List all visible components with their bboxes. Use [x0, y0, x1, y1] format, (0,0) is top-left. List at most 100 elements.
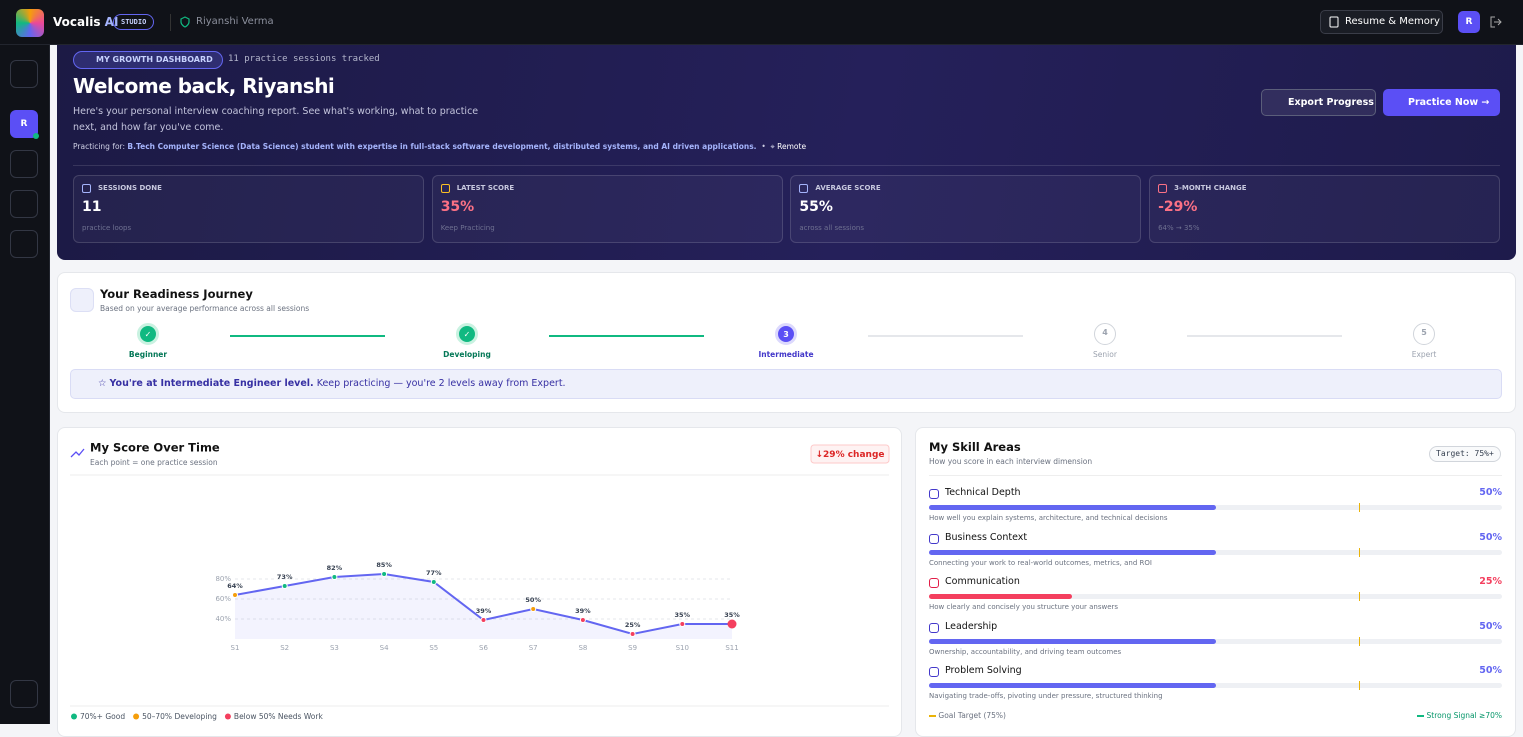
stat-card — [431, 175, 783, 243]
skill-icon — [929, 489, 939, 499]
step-label: Senior — [1093, 350, 1117, 359]
score-card — [57, 427, 902, 737]
skill-value: 25% — [1479, 576, 1502, 587]
step-connector — [230, 335, 385, 337]
resume-button[interactable]: Resume & Memory — [1320, 10, 1443, 34]
skill-name: Problem Solving — [945, 665, 1022, 676]
stat-note: across all sessions — [799, 224, 865, 232]
skill-icon — [929, 578, 939, 588]
avatar[interactable]: R — [1458, 11, 1480, 33]
skill-icon — [929, 667, 939, 677]
value-label: 39% — [575, 607, 591, 615]
skill-bar — [929, 638, 1216, 644]
goal-legend-label: Goal Target (75%) — [938, 711, 1006, 720]
export-label: Export Progress — [1288, 97, 1374, 108]
top-bar — [0, 0, 1523, 45]
stat-label: SESSIONS DONE — [98, 184, 162, 192]
point — [480, 617, 487, 623]
sessions-note: 11 practice sessions tracked — [228, 54, 380, 64]
sidebar-practice[interactable] — [10, 230, 38, 258]
skill-bar — [929, 505, 1216, 510]
skill-description: Ownership, accountability, and driving t… — [929, 647, 1122, 656]
step-circle: 4 — [1094, 323, 1116, 345]
step-circle: 3 — [775, 323, 797, 345]
point — [381, 571, 388, 577]
target-marker — [1358, 547, 1361, 557]
skills-divider — [929, 475, 1502, 476]
stat-label: LATEST SCORE — [456, 184, 515, 192]
x-tick-label: S7 — [529, 644, 538, 652]
target-marker — [1358, 681, 1361, 690]
step-circle: ✓ — [137, 323, 159, 345]
x-tick-label: S10 — [676, 644, 689, 652]
step-connector — [549, 335, 704, 337]
x-tick-label: S9 — [628, 644, 637, 652]
skill-value: 50% — [1479, 620, 1502, 632]
divider — [170, 14, 171, 31]
chart-title: My Score Over Time — [90, 441, 220, 455]
skill-track — [929, 638, 1502, 644]
legend-label: 70%+ Good — [80, 712, 125, 721]
value-label: 35% — [724, 611, 740, 619]
stat-icon — [1158, 184, 1168, 193]
sidebar-toggle[interactable] — [10, 60, 38, 88]
score-chart: My Score Over Time Each point = one pract… — [70, 441, 890, 721]
point — [727, 619, 737, 629]
stat-value: 11 — [82, 199, 102, 215]
stat-icon — [799, 184, 809, 193]
trend-icon — [70, 448, 85, 458]
role: B.Tech Computer Science (Data Science) s… — [127, 142, 757, 151]
target-marker — [1358, 592, 1361, 601]
stat-label: 3-MONTH CHANGE — [1174, 184, 1247, 192]
skill-value: 50% — [1479, 665, 1502, 676]
step-label: Developing — [443, 350, 491, 359]
skill-value: 50% — [1479, 531, 1502, 543]
practicing-line: Practicing for: B.Tech Computer Science … — [73, 142, 807, 151]
value-label: 64% — [227, 582, 243, 590]
skill-track — [929, 505, 1502, 510]
strong-legend-label: Strong Signal ≥70% — [1426, 711, 1502, 720]
legend-swatch — [71, 713, 77, 720]
skill-bar — [929, 594, 1073, 599]
legend-swatch — [224, 713, 231, 720]
skill-name: Communication — [945, 576, 1020, 587]
x-tick-label: S6 — [479, 644, 488, 652]
stat-value: 35% — [440, 199, 475, 215]
stat-icon — [82, 184, 91, 193]
y-tick-label: 60% — [215, 595, 231, 603]
stat-card — [790, 175, 1142, 243]
hero-divider — [73, 165, 1500, 166]
stat-value: 55% — [799, 199, 833, 215]
sidebar-progress[interactable] — [10, 190, 38, 218]
step-circle: ✓ — [456, 323, 478, 345]
x-tick-label: S2 — [280, 644, 289, 652]
value-label: 50% — [525, 596, 541, 604]
strong-swatch — [1417, 715, 1425, 717]
value-label: 77% — [426, 569, 442, 577]
point — [579, 617, 586, 623]
x-tick-label: S1 — [231, 644, 240, 652]
practice-button[interactable]: Practice Now → — [1383, 89, 1500, 116]
logout-icon[interactable] — [1490, 16, 1502, 28]
hero — [57, 45, 1516, 260]
sidebar-logout[interactable] — [10, 680, 38, 708]
message-rest: Keep practicing — you're 2 levels away f… — [316, 378, 566, 389]
stat-note: practice loops — [82, 224, 132, 232]
export-button[interactable]: Export Progress — [1261, 89, 1376, 116]
skill-bar — [929, 683, 1216, 688]
practicing-label: Practicing for: — [73, 142, 126, 151]
resume-label: Resume & Memory — [1345, 16, 1440, 27]
stat-card — [73, 175, 424, 243]
target-marker — [1358, 503, 1361, 512]
point — [629, 631, 636, 637]
y-tick-label: 40% — [215, 615, 231, 623]
shield-icon — [180, 16, 190, 28]
readiness-message: ☆ You're at Intermediate Engineer level.… — [70, 369, 1502, 399]
step-connector — [1187, 335, 1342, 337]
skill-track — [929, 594, 1502, 599]
skill-name: Technical Depth — [945, 487, 1021, 498]
sidebar-docs[interactable] — [10, 150, 38, 178]
skill-icon — [929, 533, 939, 544]
readiness-icon — [70, 288, 94, 312]
